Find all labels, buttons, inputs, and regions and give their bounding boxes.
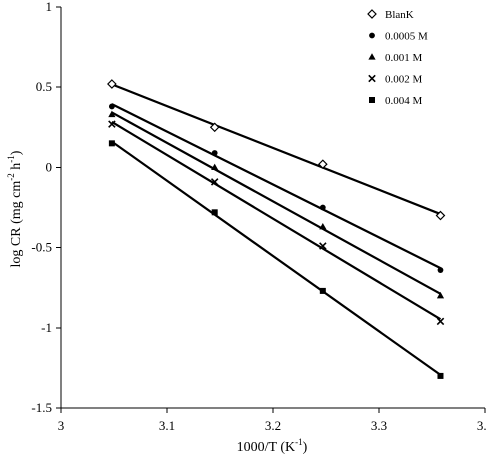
y-axis-title-end: ): [9, 150, 24, 155]
legend-marker-4: [368, 74, 376, 83]
fit-line-series-3: [111, 111, 442, 295]
legend-label-5: 0.004 M: [385, 95, 423, 107]
data-point-series-4: [108, 120, 116, 128]
legend-marker-1: [367, 9, 377, 19]
x-axis-title-text: 1000/T (K: [237, 440, 295, 455]
legend-label-4: 0.002 M: [385, 74, 423, 86]
fit-line-series-4: [111, 120, 442, 321]
data-point-series-4: [319, 242, 327, 250]
legend-label-2: 0.0005 M: [385, 31, 428, 43]
data-point-series-2: [108, 103, 115, 110]
legend-label-3: 0.001 M: [385, 52, 423, 64]
data-point-series-3: [211, 163, 219, 170]
data-point-series-4: [210, 178, 219, 186]
legend: BlanK 0.0005 M 0.001 M 0.002 M 0.004 M: [367, 9, 428, 107]
y-tick-label: -1.5: [31, 400, 52, 415]
data-point-series-2: [211, 150, 218, 156]
fit-line-series-5: [111, 140, 442, 376]
data-point-series-3: [108, 110, 116, 118]
cross-stroke: [108, 120, 116, 128]
x-tick-label: 3.2: [265, 418, 281, 433]
x-axis-title-end: ): [303, 440, 308, 455]
fit-line-series-1: [111, 83, 441, 216]
data-point-series-5: [319, 287, 326, 294]
y-tick-label: 1: [46, 0, 53, 14]
y-axis-title-mid: h: [9, 163, 24, 174]
y-axis-title: log CR (mg cm-2 h-1): [6, 150, 24, 267]
y-axis-title-text: log CR (mg cm: [9, 181, 24, 268]
data-point-series-1: [317, 159, 328, 170]
cross-stroke: [210, 178, 219, 186]
data-points: [107, 79, 446, 379]
data-point-series-2: [319, 204, 326, 211]
legend-marker-3: [368, 53, 376, 60]
data-point-series-3: [319, 222, 327, 230]
legend-marker-2: [369, 32, 375, 39]
fit-line-series-2: [111, 103, 441, 270]
y-axis-title-sup1: -2: [6, 173, 16, 181]
x-tick-label: 3.4: [477, 418, 486, 433]
cross-stroke: [436, 317, 445, 326]
y-tick-label: -1: [41, 320, 52, 335]
cross-stroke: [368, 74, 376, 83]
data-point-series-5: [108, 140, 115, 147]
data-point-series-1: [209, 122, 220, 133]
data-point-series-1: [435, 210, 446, 221]
axes: -1.5 -1 -0.5 0 0.5 1 3 3.1 3.2 3.3 3.4: [31, 0, 486, 433]
data-point-series-5: [437, 372, 444, 379]
x-tick-label: 3.1: [159, 418, 175, 433]
legend-marker-5: [369, 97, 375, 103]
y-axis-title-sup2: -1: [6, 155, 16, 163]
data-point-series-1: [107, 79, 117, 89]
y-tick-label: -0.5: [31, 240, 52, 255]
legend-label-1: BlanK: [385, 9, 414, 21]
y-tick-label: 0: [46, 159, 53, 174]
data-point-series-5: [211, 209, 218, 216]
cross-stroke: [319, 242, 327, 250]
data-point-series-4: [436, 317, 445, 326]
x-axis-title: 1000/T (K-1): [237, 437, 308, 455]
fit-lines: [111, 83, 442, 376]
y-tick-label: 0.5: [36, 79, 52, 94]
x-tick-label: 3.3: [371, 418, 387, 433]
data-point-series-2: [437, 267, 444, 273]
data-point-series-3: [436, 291, 445, 299]
x-axis-title-sup: -1: [295, 437, 303, 447]
x-tick-label: 3: [58, 418, 65, 433]
